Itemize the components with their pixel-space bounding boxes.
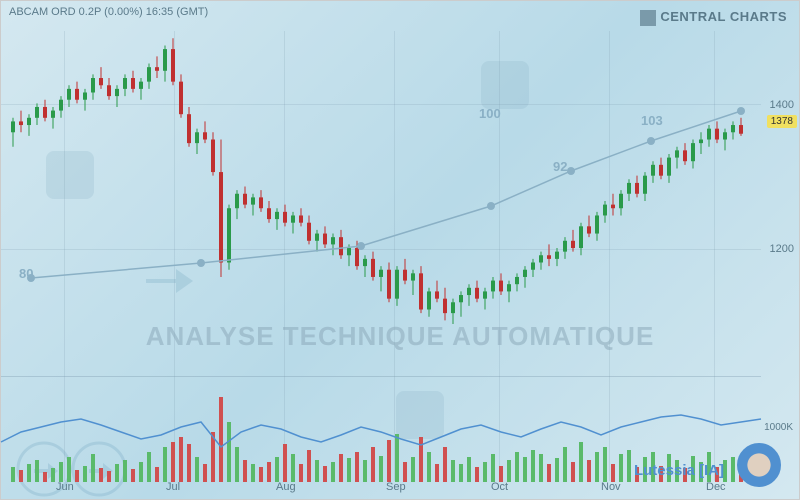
current-price-badge: 1378 [767, 115, 797, 128]
y-tick: 1200 [770, 243, 794, 255]
candlestick-chart[interactable] [1, 31, 761, 371]
chart-header: ABCAM ORD 0.2P (0.00%) 16:35 (GMT) [9, 6, 208, 18]
ticker-symbol: ABCAM ORD 0.2P [9, 6, 101, 18]
chart-container: ABCAM ORD 0.2P (0.00%) 16:35 (GMT) CENTR… [0, 0, 800, 500]
logo-text: CENTRAL CHARTS [660, 9, 787, 24]
brand-logo: CENTRAL CHARTS [640, 9, 787, 26]
ai-assistant-name[interactable]: Lutessia [IA] [634, 462, 724, 479]
watermark-text: ANALYSE TECHNIQUE AUTOMATIQUE [1, 321, 799, 352]
x-tick: Jul [166, 481, 180, 493]
x-tick: Jun [56, 481, 74, 493]
trend-value-label: 92 [553, 159, 567, 174]
x-tick: Aug [276, 481, 296, 493]
x-tick: Oct [491, 481, 508, 493]
trend-value-label: 103 [641, 113, 663, 128]
y-tick: 1400 [770, 99, 794, 111]
logo-icon [640, 10, 656, 26]
x-tick: Dec [706, 481, 726, 493]
price-axis: 1400 1378 1200 [759, 31, 799, 371]
x-tick: Nov [601, 481, 621, 493]
price-change: (0.00%) [104, 6, 143, 18]
trend-value-label: 80 [19, 266, 33, 281]
x-tick: Sep [386, 481, 406, 493]
timestamp: 16:35 (GMT) [146, 6, 208, 18]
time-axis: Jun Jul Aug Sep Oct Nov Dec [1, 481, 761, 496]
ai-avatar-icon[interactable] [737, 443, 781, 487]
trend-value-label: 100 [479, 106, 501, 121]
volume-tick: 1000K [764, 422, 793, 433]
